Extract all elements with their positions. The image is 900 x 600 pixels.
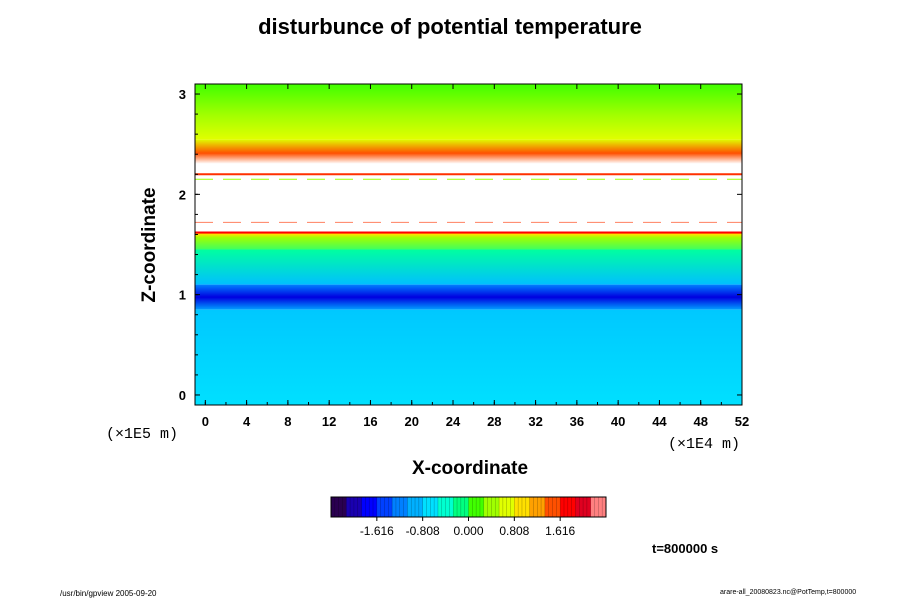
colorbar-swatch [483,497,500,517]
colorbar-swatch [468,497,485,517]
colorbar-tick-label: -1.616 [360,524,394,538]
colorbar-swatch [392,497,408,517]
x-tick-label: 44 [652,414,667,429]
colorbar-tick-label: 1.616 [545,524,575,538]
colorbar: -1.616 -0.808 0.000 0.808 1.616 [330,496,607,538]
colorbar-swatch [544,497,561,517]
y-scale-label: (×1E5 m) [106,426,179,443]
plot-area [195,84,742,405]
x-tick-label: 0 [202,414,209,429]
colorbar-swatch [407,497,424,517]
time-annotation: t=800000 s [652,541,719,556]
colorbar-swatch [376,497,393,517]
colorbar-swatch [529,497,546,517]
x-tick-label: 16 [363,414,377,429]
footer-program: /usr/bin/gpview 2005-09-20 [60,589,157,598]
colorbar-tick-label: -0.808 [406,524,440,538]
y-axis: 0 1 2 3 [179,87,742,403]
x-tick-label: 52 [735,414,749,429]
x-tick-label: 36 [570,414,584,429]
band-upper-active-layer [195,139,742,175]
colorbar-swatch [514,497,531,517]
chart-title: disturbunce of potential temperature [258,14,642,39]
y-axis-label: Z-coordinate [139,187,160,303]
colorbar-swatch [453,497,469,517]
colorbar-tick-label: 0.000 [453,524,483,538]
y-tick-label: 2 [179,187,186,202]
colorbar-swatch [437,497,454,517]
footer-source: arare-all_20080823.nc@PotTemp,t=800000 [720,589,857,596]
band-upper-layer [195,84,742,140]
band-transition-layer [195,249,742,285]
colorbar-swatch [331,497,347,517]
x-tick-label: 8 [284,414,291,429]
band-lower-layer [195,309,742,405]
band-saturated-white-band [195,174,742,233]
x-tick-label: 12 [322,414,336,429]
colorbar-tick-label: 0.808 [499,524,529,538]
x-tick-label: 4 [243,414,251,429]
plot-frame [194,83,743,406]
band-cold-blue-layer [195,284,742,310]
x-axis-label: X-coordinate [411,458,529,479]
colorbar-swatch [575,497,592,517]
colorbar-swatch [560,497,576,517]
y-tick-label: 1 [179,288,186,303]
x-tick-label: 40 [611,414,625,429]
x-axis: 0 4 8 12 16 20 24 28 32 36 40 44 48 52 [202,84,749,429]
colorbar-swatch [499,497,515,517]
colorbar-swatch [346,497,363,517]
y-tick-label: 0 [179,388,186,403]
band-green-layer [195,232,742,250]
x-tick-label: 24 [446,414,461,429]
x-tick-label: 28 [487,414,501,429]
colorbar-swatch [422,497,439,517]
colorbar-swatch [361,497,378,517]
y-tick-label: 3 [179,87,186,102]
x-tick-label: 32 [528,414,542,429]
x-scale-label: (×1E4 m) [668,436,741,453]
x-tick-label: 20 [405,414,419,429]
x-tick-label: 48 [693,414,707,429]
colorbar-swatch [590,497,607,517]
